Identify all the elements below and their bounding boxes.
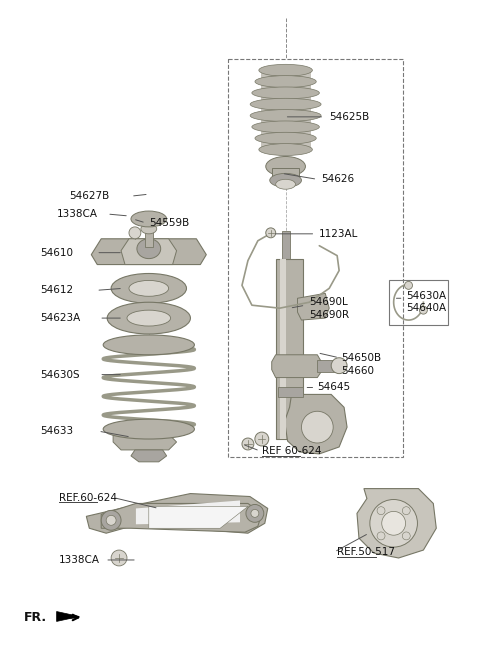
Polygon shape xyxy=(149,507,248,528)
Ellipse shape xyxy=(111,273,186,304)
Text: FR.: FR. xyxy=(24,611,47,624)
Text: 54559B: 54559B xyxy=(149,218,189,228)
Text: REF.60-624: REF.60-624 xyxy=(59,493,117,503)
Bar xyxy=(276,259,303,439)
Circle shape xyxy=(370,499,418,547)
Bar xyxy=(228,59,403,457)
Bar xyxy=(277,388,303,397)
Ellipse shape xyxy=(255,132,316,144)
Text: 54625B: 54625B xyxy=(329,112,370,122)
Text: 54627B: 54627B xyxy=(70,191,110,201)
Polygon shape xyxy=(86,493,268,533)
Text: 54645: 54645 xyxy=(317,382,350,392)
Bar xyxy=(282,231,289,310)
Ellipse shape xyxy=(107,302,191,334)
Circle shape xyxy=(255,432,269,446)
Circle shape xyxy=(101,510,121,530)
Circle shape xyxy=(331,358,347,374)
Text: REF.50-517: REF.50-517 xyxy=(337,547,395,557)
Ellipse shape xyxy=(137,238,161,259)
Text: 54610: 54610 xyxy=(40,248,73,258)
Text: 1338CA: 1338CA xyxy=(59,555,99,565)
Ellipse shape xyxy=(103,419,194,439)
Circle shape xyxy=(402,507,410,514)
Bar xyxy=(145,231,153,247)
Text: 1338CA: 1338CA xyxy=(57,209,97,219)
Ellipse shape xyxy=(270,173,301,187)
Circle shape xyxy=(111,550,127,566)
Text: 54640A: 54640A xyxy=(407,303,447,313)
Polygon shape xyxy=(121,238,177,265)
Circle shape xyxy=(405,281,412,289)
Ellipse shape xyxy=(255,76,316,87)
Text: 54690R: 54690R xyxy=(310,310,349,320)
Circle shape xyxy=(251,509,259,517)
Polygon shape xyxy=(91,238,206,265)
Ellipse shape xyxy=(259,64,312,76)
Circle shape xyxy=(402,532,410,540)
Text: 54623A: 54623A xyxy=(40,313,80,323)
Polygon shape xyxy=(272,355,321,378)
Polygon shape xyxy=(57,612,79,622)
Text: 1123AL: 1123AL xyxy=(319,229,359,239)
Text: 54626: 54626 xyxy=(321,174,354,185)
Ellipse shape xyxy=(252,87,319,99)
Bar xyxy=(272,168,300,180)
Polygon shape xyxy=(101,503,262,532)
Polygon shape xyxy=(131,450,167,462)
Bar xyxy=(280,259,286,439)
Ellipse shape xyxy=(250,99,321,110)
Ellipse shape xyxy=(276,179,296,189)
Circle shape xyxy=(266,228,276,238)
Circle shape xyxy=(377,532,385,540)
Circle shape xyxy=(420,306,427,314)
Text: 54630S: 54630S xyxy=(40,370,79,380)
Ellipse shape xyxy=(127,310,170,326)
Circle shape xyxy=(106,515,116,526)
Ellipse shape xyxy=(129,281,168,296)
Circle shape xyxy=(301,411,333,443)
Polygon shape xyxy=(298,293,329,320)
Ellipse shape xyxy=(259,144,312,156)
Circle shape xyxy=(246,505,264,522)
Circle shape xyxy=(382,511,406,535)
Bar xyxy=(389,281,448,325)
Bar xyxy=(317,360,339,372)
Text: 54633: 54633 xyxy=(40,426,73,436)
Ellipse shape xyxy=(103,335,194,355)
Text: REF 60-624: REF 60-624 xyxy=(262,446,321,456)
Circle shape xyxy=(129,227,141,238)
Text: 54650B: 54650B xyxy=(341,353,381,363)
Text: 54690L: 54690L xyxy=(310,297,348,307)
Bar xyxy=(261,70,311,150)
Ellipse shape xyxy=(131,211,167,227)
Text: 54660: 54660 xyxy=(341,366,374,376)
Polygon shape xyxy=(136,501,240,524)
Text: 54612: 54612 xyxy=(40,285,73,296)
Circle shape xyxy=(377,507,385,514)
Ellipse shape xyxy=(250,110,321,122)
Ellipse shape xyxy=(266,156,305,176)
Polygon shape xyxy=(285,394,347,454)
Ellipse shape xyxy=(141,224,157,234)
Ellipse shape xyxy=(252,121,319,133)
Polygon shape xyxy=(357,489,436,558)
Text: 54630A: 54630A xyxy=(407,291,447,302)
Circle shape xyxy=(242,438,254,450)
Polygon shape xyxy=(113,434,177,450)
